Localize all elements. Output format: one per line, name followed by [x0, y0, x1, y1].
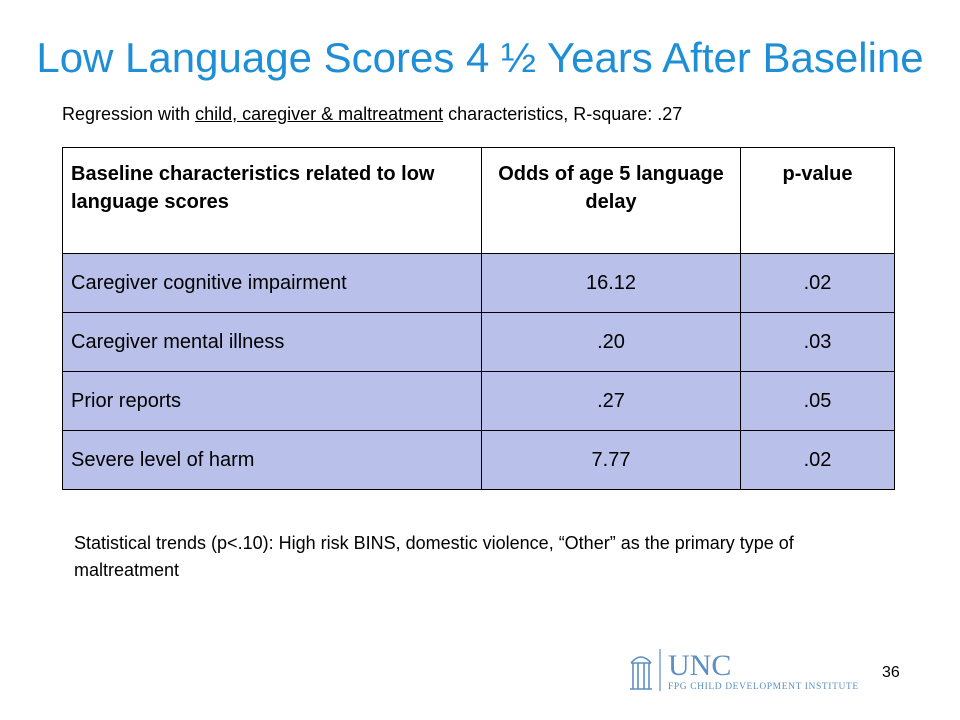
cell-odds: .20 [481, 312, 741, 372]
cell-p-value: .02 [740, 253, 895, 313]
cell-p-value: .05 [740, 371, 895, 431]
page-number: 36 [882, 664, 900, 681]
cell-odds: .27 [481, 371, 741, 431]
cell-characteristic: Caregiver cognitive impairment [62, 253, 482, 313]
cell-p-value: .03 [740, 312, 895, 372]
cell-odds: 7.77 [481, 430, 741, 490]
cell-p-value: .02 [740, 430, 895, 490]
subtitle-prefix: Regression with [62, 104, 196, 124]
statistical-trends-note: Statistical trends (p<.10): High risk BI… [74, 533, 794, 580]
logo-name: UNC [668, 649, 731, 682]
header-p-value: p-value [740, 147, 895, 254]
regression-table: Baseline characteristics related to low … [62, 147, 895, 490]
cell-characteristic: Severe level of harm [62, 430, 482, 490]
subtitle-underlined: child, caregiver & maltreatment [195, 104, 444, 124]
cell-odds: 16.12 [481, 253, 741, 313]
slide-subtitle: Regression with child, caregiver & maltr… [62, 104, 682, 125]
logo-subtitle: FPG CHILD DEVELOPMENT INSTITUTE [668, 682, 859, 692]
subtitle-suffix: characteristics, R-square: .27 [443, 104, 683, 124]
table-row: Prior reports .27 .05 [62, 371, 895, 431]
cell-characteristic: Prior reports [62, 371, 482, 431]
slide-title: Low Language Scores 4 ½ Years After Base… [36, 34, 924, 81]
old-well-icon [630, 656, 652, 690]
table-row: Caregiver mental illness .20 .03 [62, 312, 895, 372]
table-row: Caregiver cognitive impairment 16.12 .02 [62, 253, 895, 313]
table-header-row: Baseline characteristics related to low … [62, 147, 895, 254]
unc-fpg-logo: UNC FPG CHILD DEVELOPMENT INSTITUTE [630, 649, 859, 692]
header-odds: Odds of age 5 language delay [481, 147, 741, 254]
cell-characteristic: Caregiver mental illness [62, 312, 482, 372]
table-row: Severe level of harm 7.77 .02 [62, 430, 895, 490]
header-characteristics: Baseline characteristics related to low … [62, 147, 482, 254]
